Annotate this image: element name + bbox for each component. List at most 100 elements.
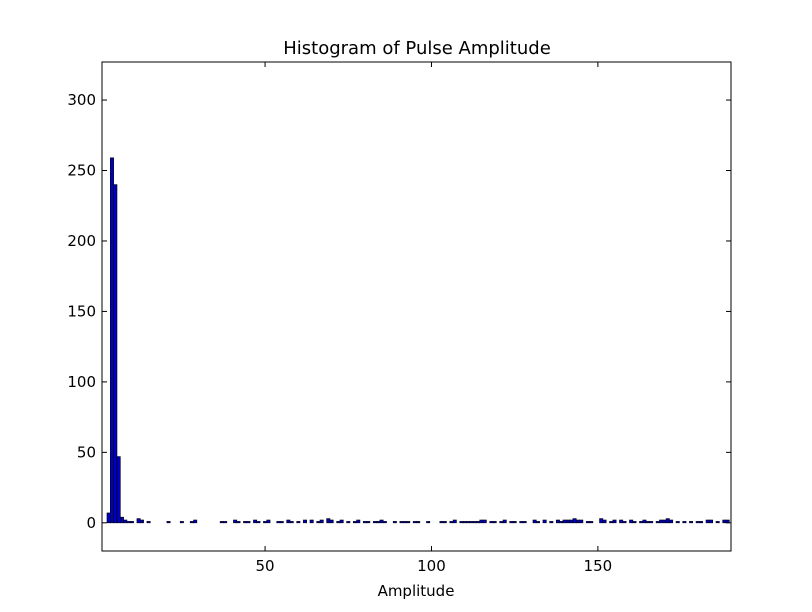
histogram-bar <box>326 518 331 524</box>
histogram-bar <box>559 521 564 524</box>
y-tick-label: 250 <box>67 162 96 180</box>
histogram-bar <box>379 519 384 524</box>
y-tick-label: 200 <box>67 232 96 250</box>
histogram-bar <box>139 519 144 524</box>
histogram-bar <box>452 519 457 524</box>
histogram-bar <box>346 521 351 524</box>
histogram-bar <box>502 519 507 524</box>
histogram-bar <box>695 521 700 524</box>
histogram-bar <box>372 521 377 524</box>
histogram-bar <box>286 519 291 524</box>
histogram-bar <box>629 519 634 524</box>
histogram-bar <box>392 521 397 524</box>
bars-group <box>106 157 730 524</box>
histogram-bar <box>459 521 464 524</box>
histogram-bar <box>329 519 334 524</box>
histogram-bar <box>356 519 361 524</box>
histogram-bar <box>662 519 667 524</box>
histogram-bar <box>129 521 134 524</box>
histogram-bar <box>542 519 547 524</box>
histogram-bar <box>632 521 637 524</box>
histogram-bar <box>715 521 720 524</box>
histogram-bar <box>412 521 417 524</box>
histogram-bar <box>336 521 341 524</box>
histogram-bar <box>619 519 624 524</box>
histogram-bar <box>309 519 314 524</box>
histogram-bar <box>303 519 307 524</box>
histogram-bar <box>575 519 580 524</box>
histogram-bar <box>665 518 670 524</box>
histogram-bar <box>233 519 238 524</box>
histogram-bar <box>689 521 694 524</box>
histogram-bar <box>532 519 537 524</box>
histogram-bar <box>466 521 471 524</box>
histogram-bar <box>589 521 594 524</box>
histogram-bar <box>705 519 710 524</box>
histogram-bar <box>442 521 447 524</box>
histogram-bar <box>110 157 114 524</box>
histogram-bar <box>489 521 494 524</box>
histogram-bar <box>179 521 184 524</box>
histogram-bar <box>569 519 574 524</box>
histogram-bar <box>609 521 614 524</box>
histogram-bar <box>339 519 344 524</box>
histogram-bar <box>602 519 607 524</box>
histogram-bar <box>449 521 454 524</box>
histogram-bar <box>622 521 627 524</box>
histogram-bar <box>599 518 604 524</box>
histogram-bar <box>709 519 713 524</box>
histogram-bar <box>642 519 647 524</box>
histogram-bar <box>472 521 477 524</box>
histogram-bar <box>562 519 567 524</box>
histogram-bar <box>362 521 367 524</box>
histogram-bar <box>266 519 271 524</box>
histogram-bar <box>289 521 294 524</box>
histogram-bar <box>549 521 554 524</box>
plot-frame <box>101 61 732 552</box>
histogram-bar <box>579 519 584 524</box>
x-tick-label: 100 <box>417 557 446 575</box>
histogram-bar <box>316 521 321 524</box>
histogram-bar <box>462 521 467 524</box>
y-tick-label: 50 <box>77 443 96 461</box>
histogram-bar <box>276 521 281 524</box>
histogram-bar <box>612 519 617 524</box>
histogram-bar <box>479 519 484 524</box>
histogram-bar <box>682 521 687 524</box>
histogram-bar <box>402 521 407 524</box>
histogram-bar <box>236 521 241 524</box>
histogram-bar <box>639 521 644 524</box>
histogram-bar <box>645 521 650 524</box>
histogram-bar <box>352 521 357 524</box>
histogram-bar <box>399 521 404 524</box>
histogram-bar <box>146 521 151 524</box>
x-tick-label: 50 <box>256 557 275 575</box>
histogram-bar <box>669 519 674 524</box>
histogram-bar <box>512 521 517 524</box>
histogram-bar <box>499 521 504 524</box>
histogram-bar <box>659 519 664 524</box>
histogram-bar <box>416 521 421 524</box>
histogram-bar <box>106 512 111 524</box>
histogram-bar <box>123 519 128 524</box>
y-tick-label: 300 <box>67 91 96 109</box>
histogram-bar <box>189 521 194 524</box>
histogram-bar <box>522 521 527 524</box>
histogram-bar <box>376 521 381 524</box>
x-axis-label: Amplitude <box>378 582 455 600</box>
histogram-bar <box>253 519 258 524</box>
histogram-bar <box>649 521 654 524</box>
ticks-group: 0 50 100 150 200 250 300 50 100 150 <box>67 62 731 575</box>
histogram-bar <box>572 518 577 524</box>
histogram-bar <box>243 521 248 524</box>
histogram-bar <box>279 521 284 524</box>
histogram-bar <box>439 521 444 524</box>
histogram-bar <box>116 456 121 524</box>
histogram-bar <box>565 519 570 524</box>
histogram-bar <box>519 521 524 524</box>
histogram-bar <box>585 521 590 524</box>
histogram-bar <box>675 521 680 524</box>
histogram-bar <box>509 521 514 524</box>
histogram-bar <box>366 521 371 524</box>
histogram-bar <box>263 521 268 524</box>
